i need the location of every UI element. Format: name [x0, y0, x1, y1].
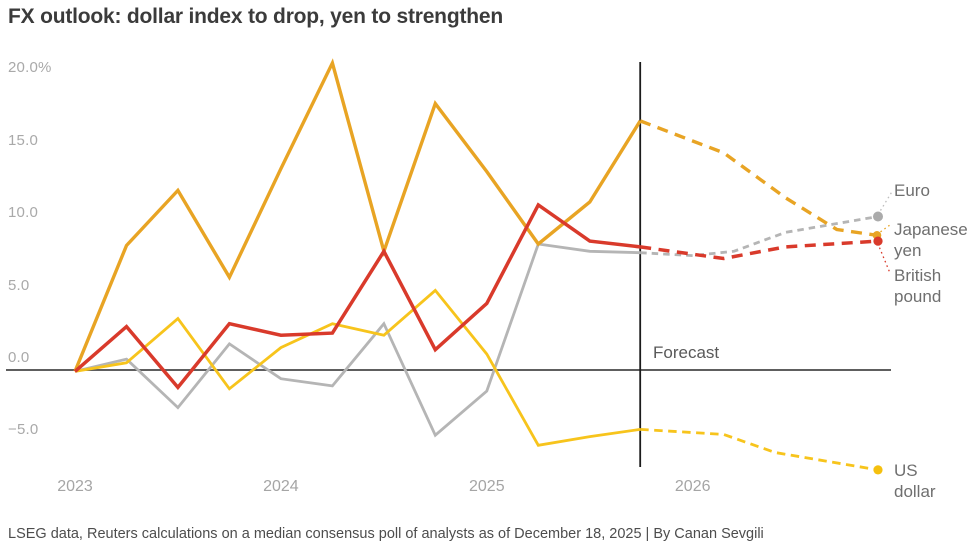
x-axis-tick-label: 2025 — [469, 478, 505, 495]
euro-end-dot — [873, 211, 883, 222]
euro-label-leader-line — [879, 192, 893, 211]
british_pound-label-leader-line — [878, 247, 891, 274]
y-axis-tick-label: 0.0 — [8, 349, 30, 366]
series-euro-history-line — [74, 242, 641, 438]
y-axis-tick-label: −5.0 — [8, 421, 39, 439]
series-label-japanese-yen: Japanese yen — [894, 220, 968, 260]
british_pound-end-dot — [873, 236, 883, 246]
series-japanese_yen-forecast-line — [639, 119, 878, 237]
series-british_pound-history-line — [73, 202, 641, 391]
series-british_pound-forecast-line — [639, 239, 879, 261]
y-axis-tick-label: 20.0% — [8, 59, 52, 77]
series-label-us-dollar: US dollar — [894, 461, 936, 501]
forecast-label: Forecast — [653, 343, 720, 362]
x-axis-tick-label: 2023 — [57, 478, 93, 495]
source-attribution: LSEG data, Reuters calculations on a med… — [8, 526, 764, 542]
us_dollar-end-dot — [873, 465, 883, 475]
x-axis-tick-label: 2024 — [263, 478, 299, 495]
series-euro-forecast-line — [640, 215, 879, 258]
x-axis-tick-label: 2026 — [674, 478, 711, 495]
y-axis-tick-label: 10.0 — [8, 204, 38, 222]
y-axis-tick-label: 15.0 — [8, 131, 38, 149]
series-label-british-pound: British pound — [894, 266, 942, 306]
y-axis-tick-label: 5.0 — [8, 276, 30, 294]
series-label-euro: Euro — [894, 181, 930, 200]
page-title: FX outlook: dollar index to drop, yen to… — [8, 5, 503, 28]
series-us_dollar-forecast-line — [640, 428, 879, 472]
series-japanese_yen-history-line — [73, 58, 642, 373]
series-us_dollar-history-line — [74, 288, 641, 447]
japanese_yen-label-leader-line — [880, 224, 890, 233]
